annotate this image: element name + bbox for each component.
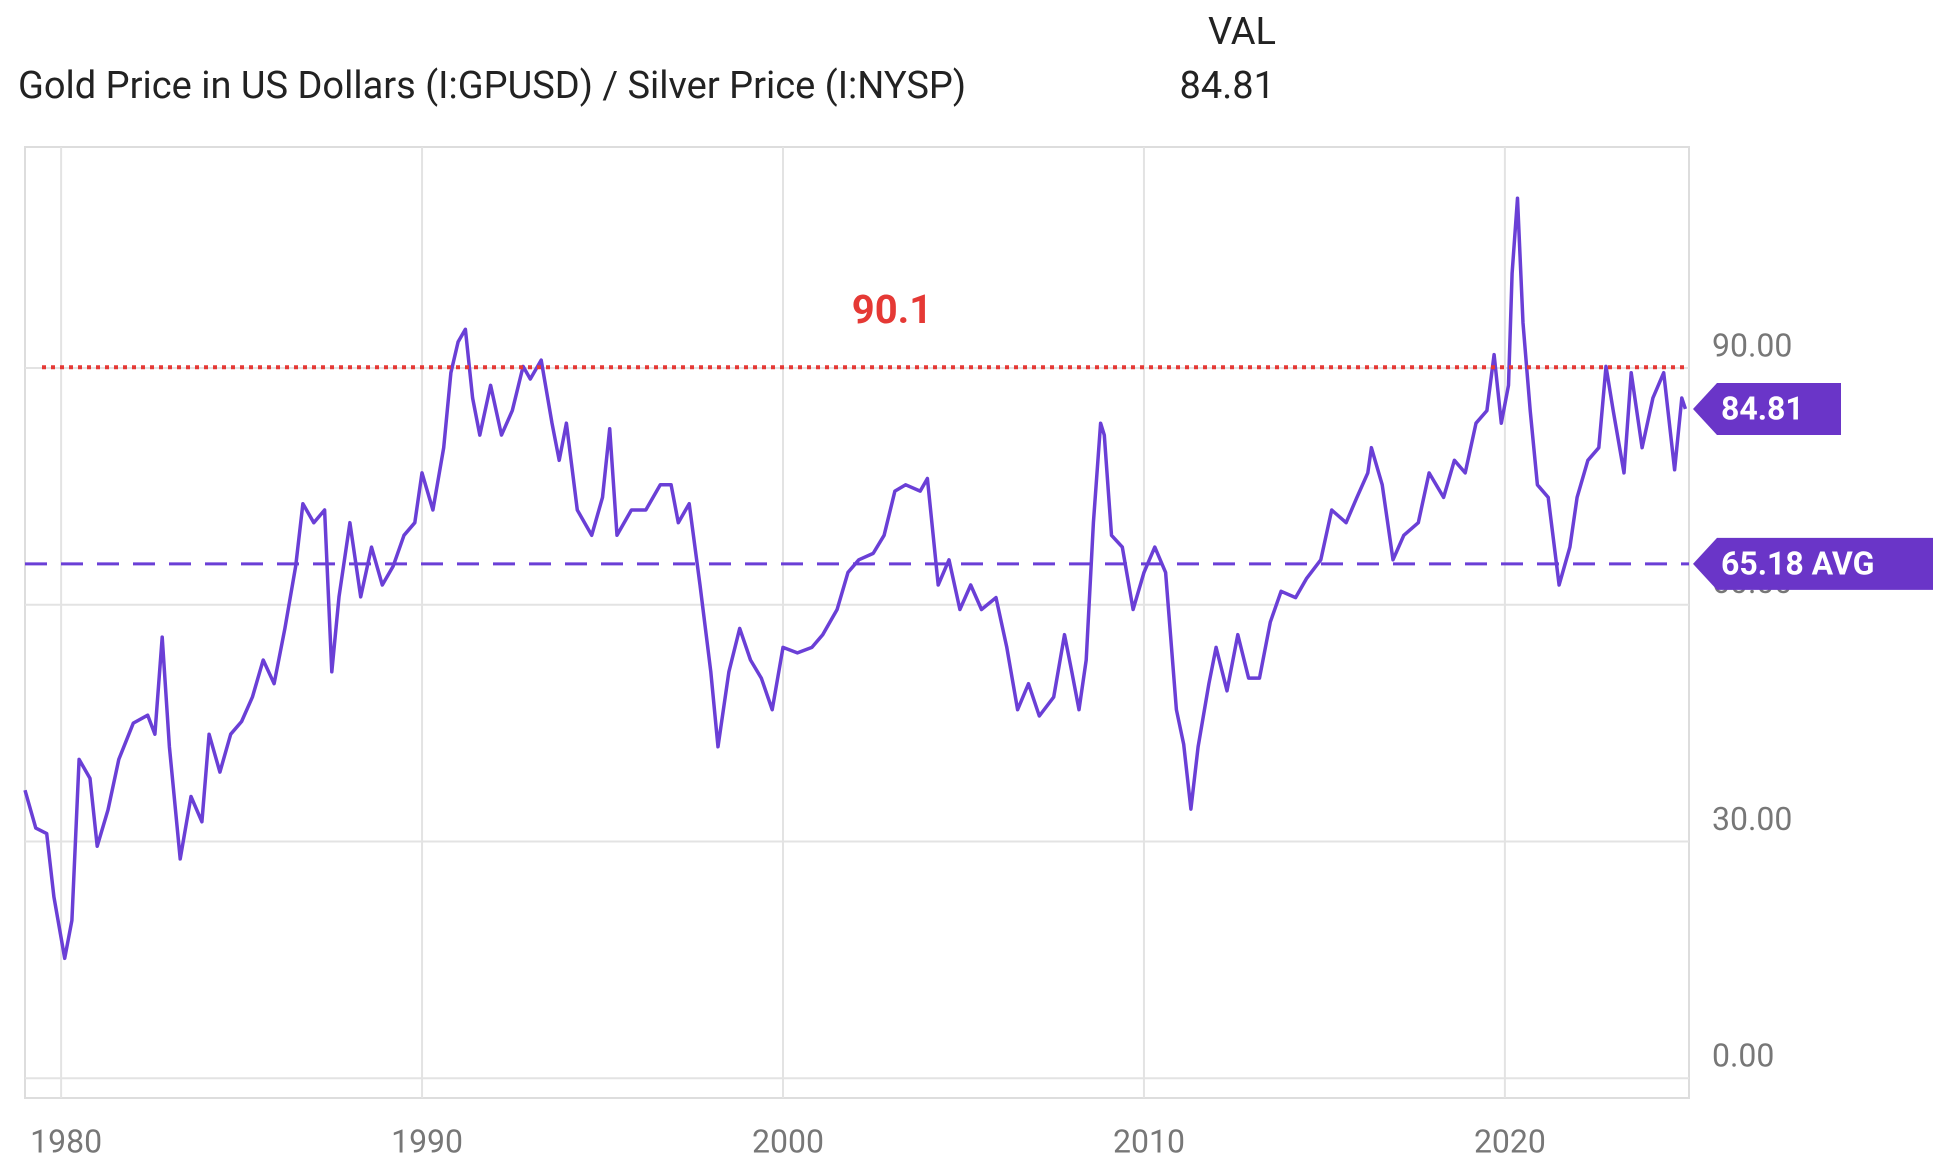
current-value-flag — [1693, 382, 1841, 435]
y-tick-label: 0.00 — [1712, 1037, 1774, 1075]
average-flag — [1693, 537, 1933, 590]
chart-title: Gold Price in US Dollars (I:GPUSD) / Sil… — [18, 64, 966, 108]
x-tick-label: 2010 — [1113, 1122, 1185, 1160]
reference-label: 90.1 — [852, 286, 932, 333]
y-tick-label: 30.00 — [1712, 800, 1792, 838]
plot-area — [24, 146, 1690, 1099]
column-header: VAL — [1208, 10, 1276, 54]
data-line — [23, 196, 1688, 961]
current-value-flag-label: 84.81 — [1721, 389, 1804, 427]
x-tick-label: 1990 — [391, 1122, 463, 1160]
y-tick-label: 90.00 — [1712, 326, 1792, 364]
header-value: 84.81 — [1180, 64, 1275, 108]
average-flag-label: 65.18 AVG — [1721, 544, 1874, 582]
x-tick-label: 1980 — [30, 1122, 102, 1160]
x-tick-label: 2000 — [752, 1122, 824, 1160]
x-tick-label: 2020 — [1474, 1122, 1546, 1160]
